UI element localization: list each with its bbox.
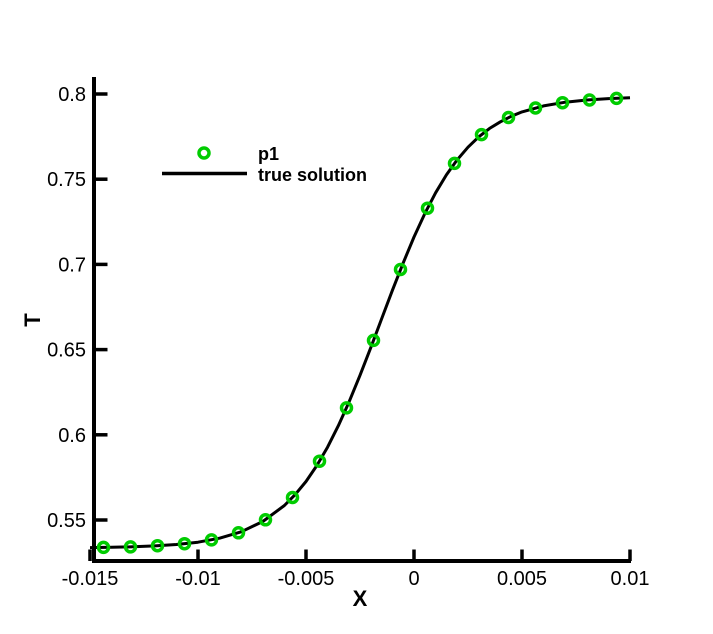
- data-point-marker: [339, 401, 354, 415]
- x-tick-label: 0.01: [611, 568, 650, 590]
- data-point-marker: [393, 262, 408, 277]
- data-point-marker: [285, 490, 300, 505]
- data-point-marker: [447, 156, 462, 171]
- data-point-marker: [474, 127, 489, 142]
- data-point-marker: [150, 538, 165, 553]
- data-point-marker: [609, 91, 624, 106]
- data-point-marker: [312, 454, 327, 468]
- true-solution-curve: [89, 96, 631, 550]
- data-point-marker: [528, 101, 543, 115]
- series-p1-markers: [96, 91, 624, 555]
- y-axis-ticks: 0.55 0.6 0.65 0.7 0.75 0.8: [47, 84, 108, 532]
- y-axis-title: T: [20, 313, 45, 327]
- x-axis-title: X: [353, 586, 368, 611]
- y-tick-label: 0.7: [58, 254, 86, 276]
- data-point-marker: [555, 95, 570, 110]
- data-point-marker: [123, 540, 138, 554]
- data-point-marker: [366, 333, 381, 348]
- data-point-marker: [501, 110, 516, 125]
- legend: p1 true solution: [162, 144, 367, 185]
- data-point-marker: [231, 526, 246, 540]
- x-tick-label: 0.005: [497, 568, 547, 590]
- legend-true-solution-label: true solution: [258, 165, 367, 185]
- x-axis-ticks: -0.015 -0.01 -0.005 0 0.005 0.01: [62, 549, 650, 590]
- x-tick-label: -0.01: [175, 568, 221, 590]
- y-tick-label: 0.75: [47, 169, 86, 191]
- y-tick-label: 0.6: [58, 425, 86, 447]
- y-tick-label: 0.8: [58, 84, 86, 106]
- x-tick-label: 0: [408, 568, 419, 590]
- series-true-solution: [89, 96, 631, 550]
- x-tick-label: -0.005: [278, 568, 335, 590]
- data-point-marker: [420, 201, 435, 215]
- legend-p1-marker-icon: [197, 146, 211, 160]
- y-axis: 0.55 0.6 0.65 0.7 0.75 0.8 T: [20, 77, 108, 563]
- x-tick-label: -0.015: [62, 568, 119, 590]
- x-axis: -0.015 -0.01 -0.005 0 0.005 0.01 X: [62, 549, 650, 611]
- data-point-marker: [582, 93, 597, 107]
- y-tick-label: 0.65: [47, 340, 86, 362]
- data-point-marker: [258, 513, 273, 527]
- data-point-marker: [177, 536, 192, 551]
- y-tick-label: 0.55: [47, 510, 86, 532]
- legend-p1-label: p1: [258, 144, 279, 164]
- data-point-marker: [96, 540, 111, 555]
- data-point-marker: [204, 533, 219, 547]
